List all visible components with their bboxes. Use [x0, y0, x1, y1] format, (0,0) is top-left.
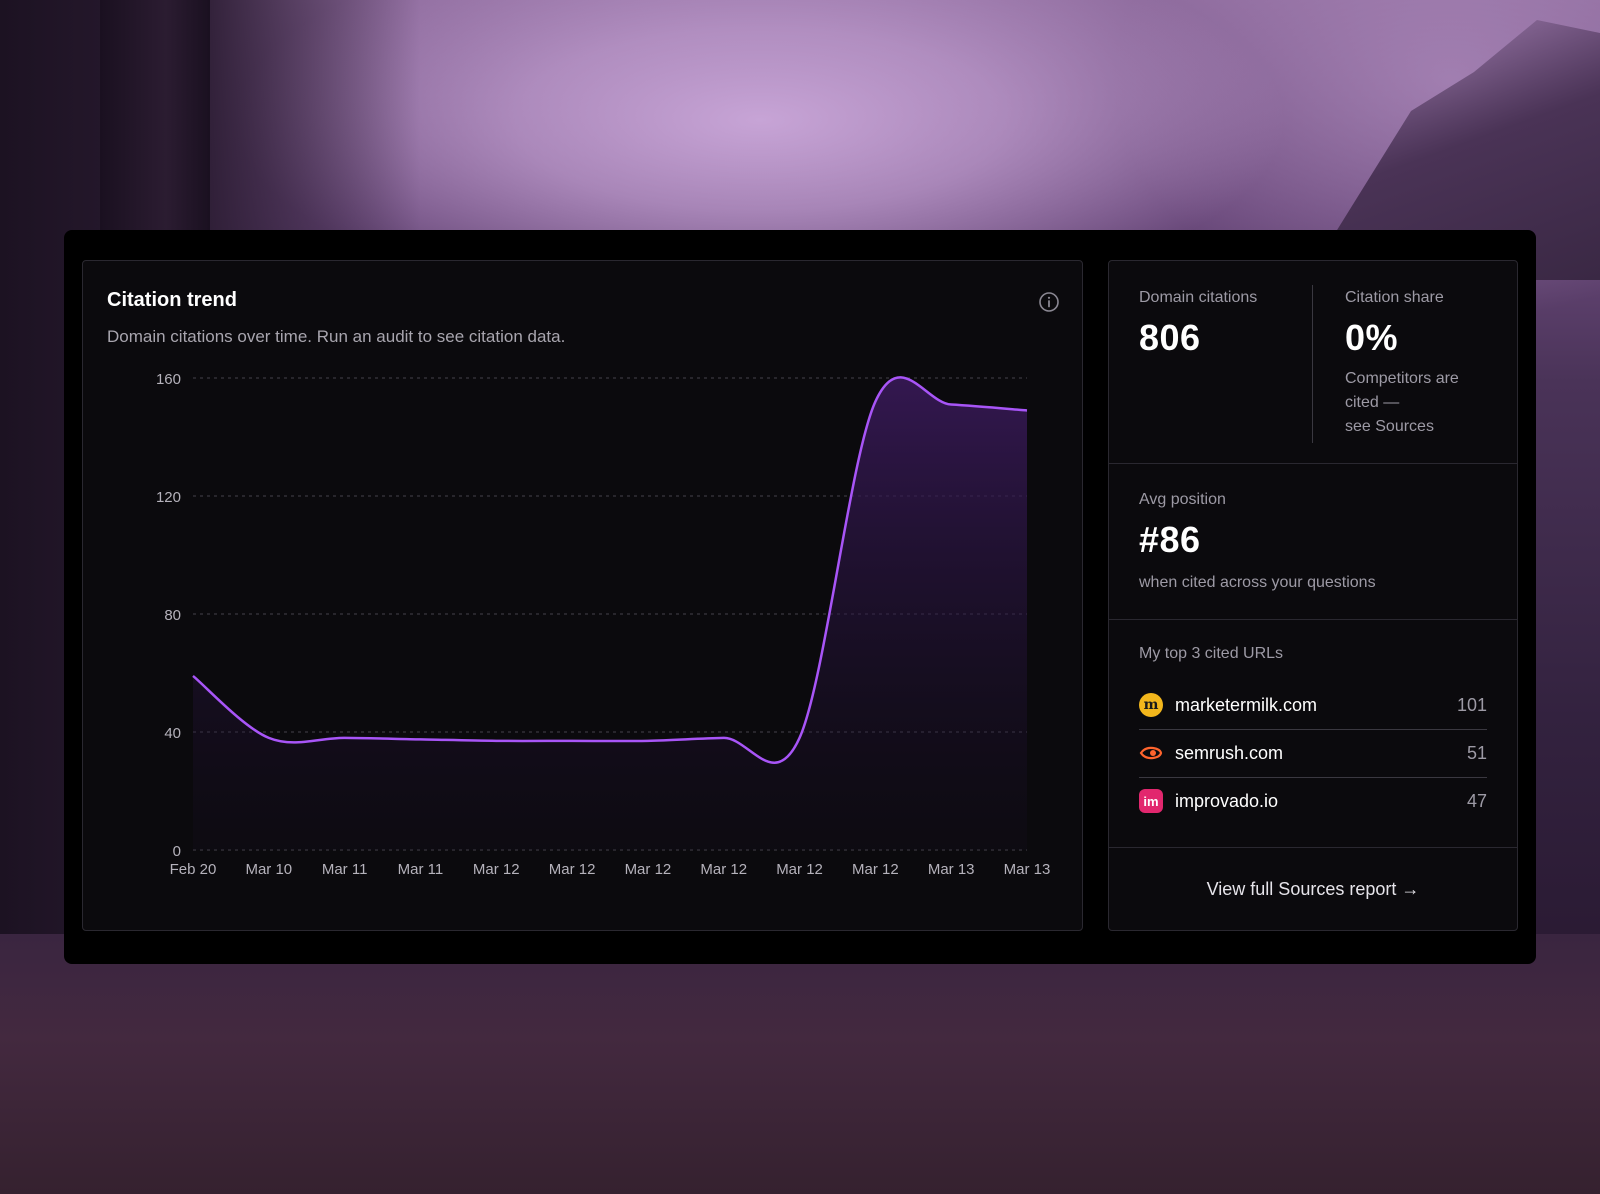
url-count: 101 — [1456, 694, 1487, 715]
x-tick-label: Mar 10 — [245, 861, 292, 878]
y-tick-label: 80 — [164, 607, 181, 624]
view-sources-report-link[interactable]: View full Sources report → — [1206, 878, 1420, 899]
x-tick-label: Mar 13 — [1004, 861, 1051, 878]
series-area — [193, 377, 1027, 850]
avg-position-label: Avg position — [1139, 491, 1226, 508]
x-tick-label: Mar 12 — [700, 861, 747, 878]
x-tick-label: Mar 12 — [776, 861, 823, 878]
citation-share-label: Citation share — [1345, 289, 1444, 306]
url-item[interactable]: semrush.com 51 — [1139, 729, 1487, 778]
citation-share-note-2: cited — — [1345, 394, 1400, 411]
improvado-icon: im — [1139, 789, 1163, 813]
citation-share-note-3: see Sources — [1345, 418, 1434, 435]
top-urls-label: My top 3 cited URLs — [1139, 645, 1284, 662]
url-name: marketermilk.com — [1175, 694, 1318, 715]
url-count: 51 — [1466, 742, 1487, 763]
x-tick-label: Mar 12 — [625, 861, 672, 878]
citation-share-note-1: Competitors are — [1345, 370, 1459, 387]
x-tick-label: Feb 20 — [170, 861, 217, 878]
citation-trend-card: Citation trend Domain citations over tim… — [82, 260, 1083, 931]
url-item[interactable]: m marketermilk.com 101 — [1139, 681, 1487, 730]
avg-position-row: Avg position #86 when cited across your … — [1109, 463, 1517, 620]
chart-subtitle: Domain citations over time. Run an audit… — [107, 327, 566, 346]
chart-title: Citation trend — [107, 289, 237, 311]
marketermilk-icon: m — [1139, 693, 1163, 717]
x-tick-label: Mar 12 — [852, 861, 899, 878]
domain-citations-value: 806 — [1139, 317, 1201, 358]
url-count: 47 — [1466, 790, 1487, 811]
y-tick-label: 0 — [173, 843, 181, 860]
semrush-icon — [1139, 741, 1163, 765]
y-tick-label: 120 — [156, 489, 181, 506]
x-tick-label: Mar 11 — [322, 861, 368, 878]
background-tree-trunk — [100, 0, 210, 260]
dashboard-panel: Citation trend Domain citations over tim… — [64, 230, 1536, 964]
y-tick-label: 40 — [164, 725, 181, 742]
y-tick-label: 160 — [156, 371, 181, 388]
x-tick-label: Mar 13 — [928, 861, 975, 878]
x-tick-label: Mar 12 — [473, 861, 520, 878]
top-urls-row: My top 3 cited URLs m marketermilk.com 1… — [1109, 619, 1517, 848]
stat-divider — [1312, 285, 1313, 443]
series-line — [192, 376, 1028, 764]
avg-position-note: when cited across your questions — [1139, 574, 1376, 591]
url-name: improvado.io — [1175, 790, 1279, 811]
avg-position-value: #86 — [1139, 519, 1201, 560]
citation-trend-chart: 0 40 80 120 160 Feb 20 Mar 10 Mar 11 Mar 11 Mar 1… — [156, 371, 1051, 878]
x-tick-label: Mar 11 — [398, 861, 444, 878]
citations-summary-row: Domain citations 806 Citation share 0% C… — [1109, 261, 1517, 464]
domain-citations-label: Domain citations — [1139, 289, 1258, 306]
background-ground — [0, 934, 1600, 1194]
url-name: semrush.com — [1175, 742, 1284, 763]
stats-card: Domain citations 806 Citation share 0% C… — [1108, 260, 1518, 931]
citation-share-value: 0% — [1345, 317, 1399, 358]
x-tick-label: Mar 12 — [549, 861, 596, 878]
info-icon[interactable] — [1038, 291, 1060, 313]
url-item[interactable]: im improvado.io 47 — [1139, 777, 1487, 825]
